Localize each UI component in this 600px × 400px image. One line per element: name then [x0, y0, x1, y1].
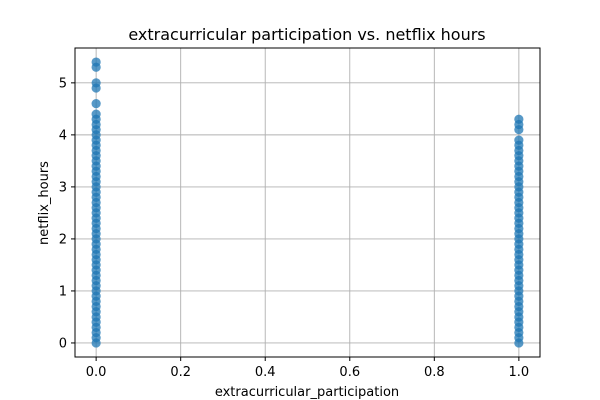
plot-frame [74, 47, 541, 358]
data-point [91, 109, 101, 119]
x-tick-label: 0.0 [86, 365, 107, 380]
y-tick-label: 5 [59, 76, 67, 91]
x-tick-label: 0.2 [170, 365, 191, 380]
y-tick-label: 2 [59, 232, 67, 247]
data-point [514, 114, 524, 124]
y-tick-label: 0 [59, 336, 67, 351]
chart-title: extracurricular participation vs. netfli… [128, 25, 485, 44]
x-tick-label: 0.4 [255, 365, 276, 380]
data-point [91, 57, 101, 67]
x-axis-label: extracurricular_participation [215, 385, 399, 400]
y-tick-label: 4 [59, 128, 67, 143]
data-point [514, 135, 524, 145]
grid-lines [75, 48, 540, 357]
x-tick-label: 0.8 [424, 365, 445, 380]
x-tick-label: 1.0 [509, 365, 530, 380]
y-tick-label: 1 [59, 284, 67, 299]
x-tick-label: 0.6 [339, 365, 360, 380]
y-tick-label: 3 [59, 180, 67, 195]
y-axis-label: netflix_hours [37, 161, 52, 245]
data-point [91, 99, 101, 109]
data-point [91, 78, 101, 88]
data-points [91, 57, 524, 348]
axis-ticks: 0.0 0.2 0.4 0.6 0.8 1.0 0 1 2 3 4 5 [59, 76, 529, 380]
